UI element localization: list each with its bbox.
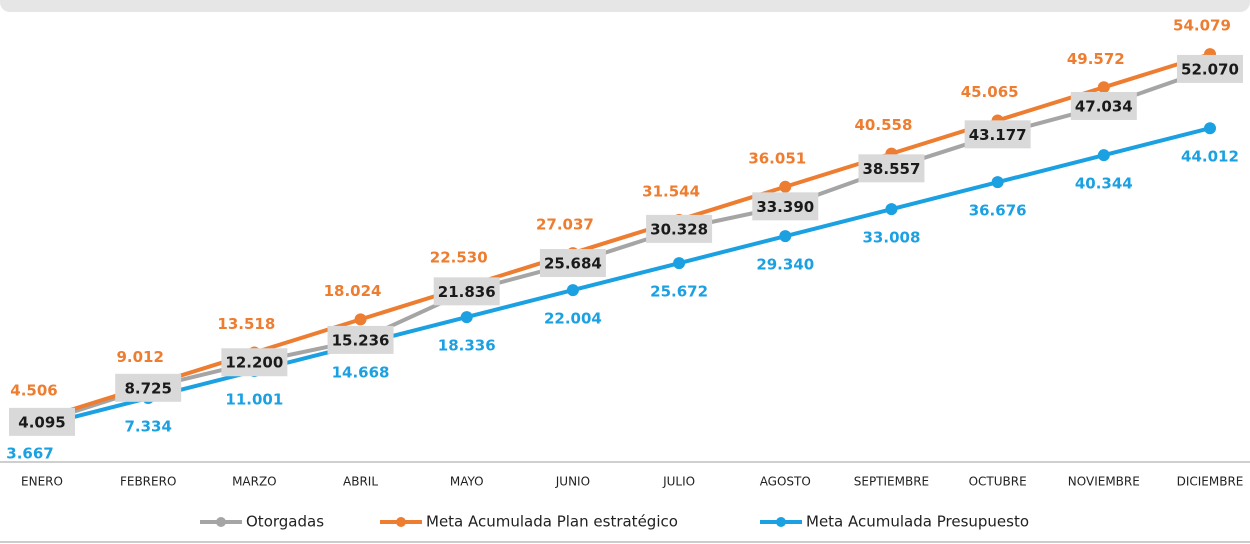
marker — [460, 311, 473, 324]
x-tick-label: MAYO — [450, 475, 484, 489]
label-bg — [646, 214, 713, 243]
legend-marker — [396, 517, 406, 527]
legend-label: Otorgadas — [246, 513, 324, 531]
data-label: 12.200 — [225, 354, 283, 372]
data-label: 13.518 — [217, 315, 275, 333]
legend-marker — [776, 517, 786, 527]
series-line — [41, 126, 1211, 427]
data-label: 29.340 — [756, 256, 814, 274]
data-label-box: 15.236 — [327, 325, 394, 354]
marker — [779, 180, 792, 193]
data-label: 25.684 — [544, 255, 602, 273]
data-label: 18.336 — [438, 337, 496, 355]
data-label-box: 21.836 — [433, 277, 500, 306]
marker — [779, 230, 792, 243]
x-tick-label: NOVIEMBRE — [1068, 475, 1140, 489]
label-bg — [115, 373, 182, 402]
marker — [566, 284, 579, 297]
label-bg — [433, 277, 500, 306]
data-label: 40.344 — [1075, 175, 1133, 193]
data-label: 11.001 — [225, 391, 283, 409]
data-label: 33.390 — [756, 198, 814, 216]
data-label-box: 12.200 — [221, 348, 288, 377]
label-bg — [221, 348, 288, 377]
data-label: 36.676 — [969, 202, 1027, 220]
marker — [1097, 149, 1110, 162]
marker — [885, 203, 898, 216]
data-label-box: 52.070 — [1177, 54, 1243, 83]
legend-item: Meta Acumulada Presupuesto — [760, 513, 1029, 531]
data-label: 49.572 — [1067, 50, 1125, 68]
data-label: 52.070 — [1181, 60, 1239, 78]
data-label: 21.836 — [438, 283, 496, 301]
data-label: 30.328 — [650, 220, 708, 238]
data-label: 22.530 — [430, 249, 488, 267]
legend-label: Meta Acumulada Plan estratégico — [426, 513, 678, 531]
data-label-box: 43.177 — [964, 120, 1031, 149]
series-line — [41, 52, 1211, 421]
label-bg — [752, 192, 819, 221]
data-label: 18.024 — [324, 282, 382, 300]
data-label-box: 38.557 — [858, 154, 925, 183]
x-tick-label: JUNIO — [555, 475, 590, 489]
data-label: 33.008 — [863, 229, 921, 247]
data-label: 44.012 — [1181, 148, 1239, 166]
data-label-box: 30.328 — [646, 214, 713, 243]
data-label: 4.095 — [18, 413, 65, 431]
data-label: 8.725 — [124, 379, 171, 397]
x-tick-label: AGOSTO — [760, 475, 811, 489]
data-label-box: 33.390 — [752, 192, 819, 221]
data-label: 36.051 — [748, 149, 806, 167]
legend-item: Otorgadas — [200, 513, 324, 531]
x-tick-label: FEBRERO — [120, 475, 176, 489]
label-bg — [327, 325, 394, 354]
data-label-box: 4.095 — [9, 407, 75, 436]
top-bar — [0, 0, 1250, 12]
data-label: 15.236 — [332, 331, 390, 349]
data-label: 40.558 — [855, 116, 913, 134]
x-tick-label: DICIEMBRE — [1177, 475, 1244, 489]
data-label: 9.012 — [116, 348, 163, 366]
label-bg — [964, 120, 1031, 149]
data-label: 7.334 — [124, 418, 171, 436]
data-label: 54.079 — [1173, 17, 1231, 35]
data-label: 27.037 — [536, 216, 594, 234]
data-label: 38.557 — [863, 160, 921, 178]
data-label-box: 25.684 — [539, 249, 606, 278]
marker — [1204, 122, 1216, 135]
legend-marker — [216, 517, 226, 527]
label-bg — [1177, 54, 1243, 83]
data-label: 47.034 — [1075, 97, 1133, 115]
series-line — [41, 67, 1211, 424]
x-tick-label: SEPTIEMBRE — [854, 475, 929, 489]
marker — [354, 313, 367, 326]
legend-item: Meta Acumulada Plan estratégico — [380, 513, 678, 531]
data-label: 22.004 — [544, 310, 602, 328]
data-label: 4.506 — [10, 381, 57, 399]
x-tick-label: MARZO — [232, 475, 277, 489]
data-label: 43.177 — [969, 126, 1027, 144]
x-tick-label: ENERO — [21, 475, 63, 489]
data-label: 45.065 — [961, 83, 1019, 101]
label-bg — [9, 407, 75, 436]
legend-label: Meta Acumulada Presupuesto — [806, 513, 1029, 531]
marker — [673, 257, 686, 270]
label-bg — [539, 249, 606, 278]
label-bg — [1070, 91, 1137, 120]
marker — [991, 176, 1004, 189]
x-tick-label: OCTUBRE — [969, 475, 1027, 489]
data-label: 3.667 — [6, 445, 53, 463]
x-tick-label: JULIO — [662, 475, 695, 489]
data-label: 14.668 — [332, 364, 390, 382]
data-label-box: 8.725 — [115, 373, 182, 402]
x-tick-label: ABRIL — [343, 475, 378, 489]
marker — [1097, 81, 1110, 94]
data-label: 31.544 — [642, 182, 700, 200]
data-label-box: 47.034 — [1070, 91, 1137, 120]
label-bg — [858, 154, 925, 183]
data-label: 25.672 — [650, 283, 708, 301]
